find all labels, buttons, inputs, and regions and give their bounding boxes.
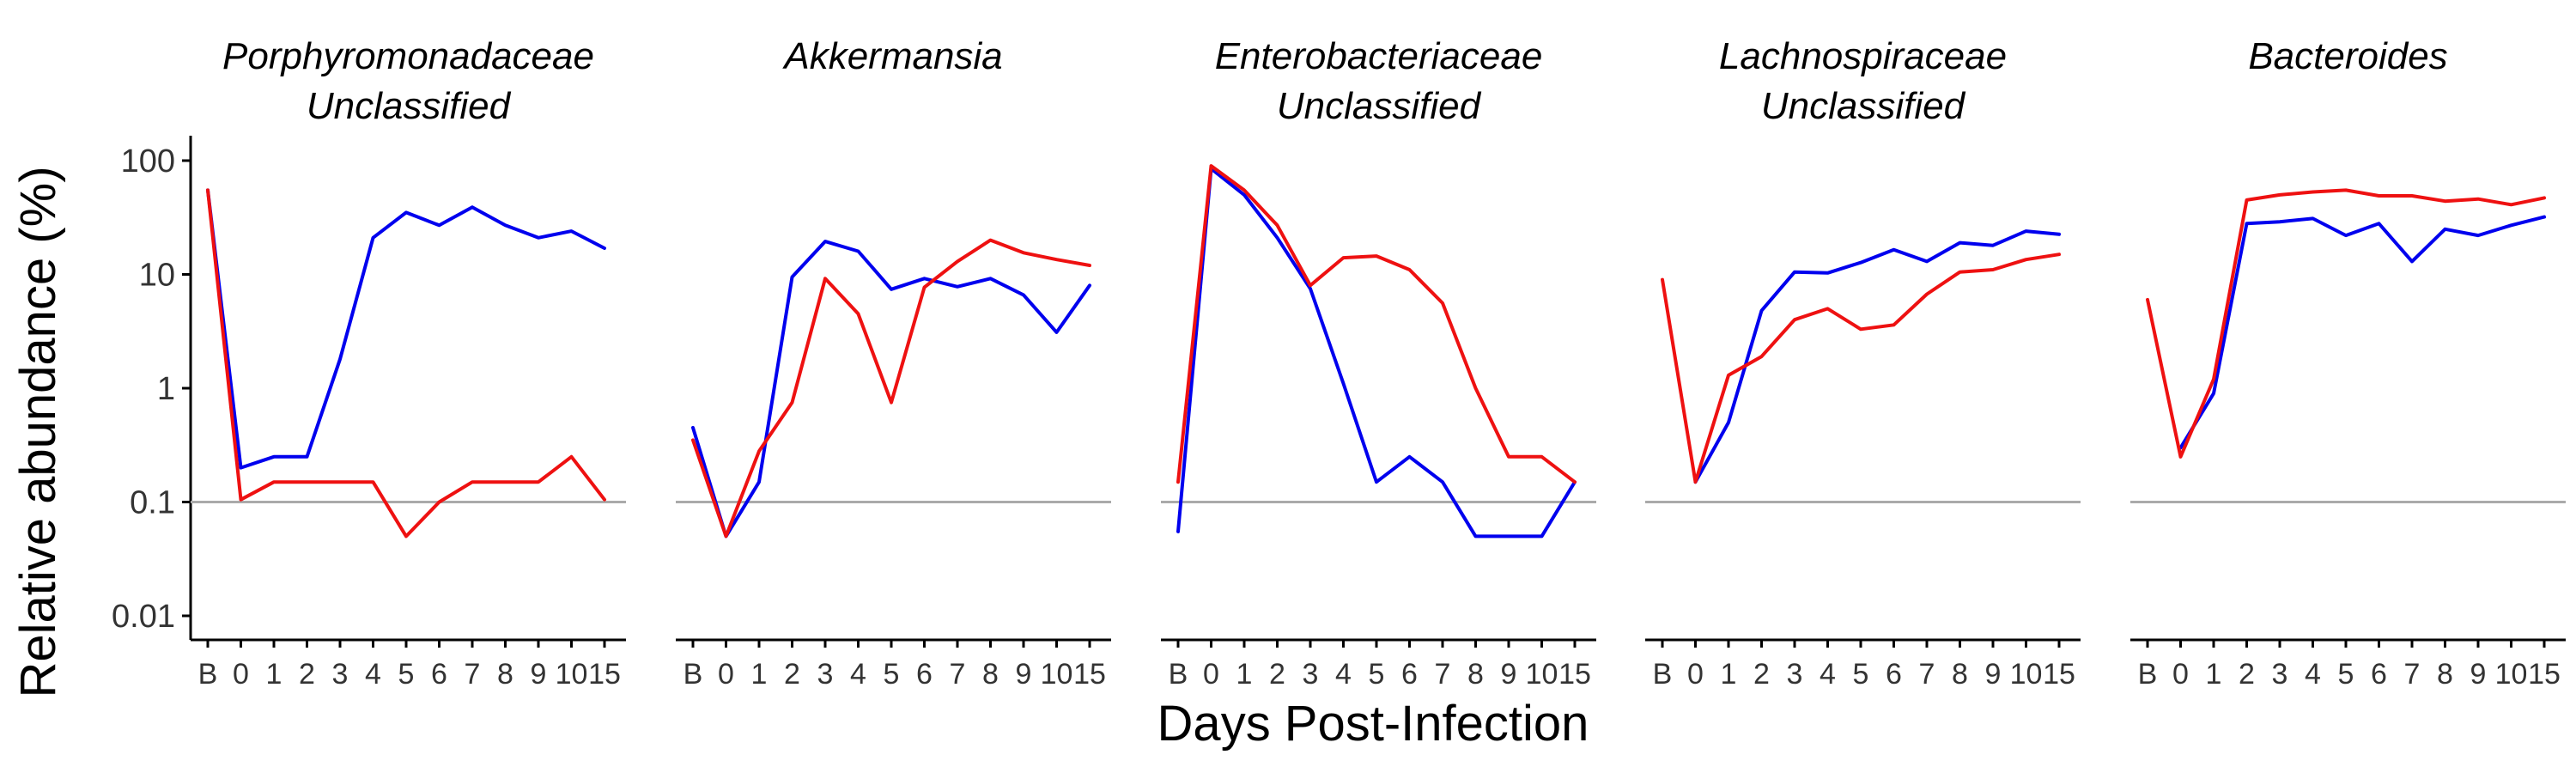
x-tick-label: 0 (1687, 658, 1704, 691)
x-tick-label: 4 (1335, 658, 1352, 691)
series-line-blue (1693, 229, 2061, 484)
y-tick-label: 100 (121, 143, 175, 180)
x-tick-label: 7 (465, 658, 481, 691)
series-line-blue (691, 240, 1091, 539)
x-tick-label: 9 (1016, 658, 1032, 691)
series-line-blue (206, 188, 606, 470)
panel-title: Enterobacteriaceae (1215, 35, 1543, 77)
x-tick-label: 6 (916, 658, 933, 691)
panel-1: Porphyromonadaceae Unclassified B 0 1 2 3 4 5 6 7 8… (191, 35, 626, 691)
y-axis: 100 10 1 0.1 0.01 (112, 136, 192, 640)
x-tick-label: B (683, 658, 703, 691)
x-tick-label: B (1169, 658, 1188, 691)
x-tick-label: 4 (850, 658, 866, 691)
x-tick-label: 5 (398, 658, 415, 691)
x-tick-label: 7 (2404, 658, 2421, 691)
x-tick-label: 3 (332, 658, 349, 691)
x-tick-label: 10 (556, 658, 588, 691)
x-tick-label: 4 (1820, 658, 1836, 691)
x-tick-label: 3 (2272, 658, 2288, 691)
x-tick-label: 2 (1269, 658, 1285, 691)
series-line-blue (2178, 215, 2546, 450)
chart-panels: 1001010.10.01PorphyromonadaceaeUnclassif… (112, 35, 2566, 691)
series-line-red (206, 188, 606, 539)
series-line-red (2146, 188, 2546, 459)
y-tick-label: 1 (157, 371, 175, 407)
x-tick-label: 2 (784, 658, 800, 691)
x-tick-label: 15 (588, 658, 621, 691)
x-tick-label: 8 (1467, 658, 1484, 691)
panel-title: Unclassified (307, 85, 512, 127)
x-tick-label: 0 (1203, 658, 1219, 691)
panel-5: Bacteroides B 0 1 2 3 4 5 6 7 8 9 10 15 (2130, 35, 2566, 691)
x-tick-label: 0 (2172, 658, 2189, 691)
x-tick-label: 6 (1401, 658, 1418, 691)
x-tick-label: 6 (1886, 658, 1902, 691)
panel-title: Lachnospiraceae (1719, 35, 2007, 77)
x-tick-label: 7 (1435, 658, 1451, 691)
x-tick-label: 15 (2528, 658, 2561, 691)
x-tick-label: 10 (2010, 658, 2043, 691)
panel-4: Lachnospiraceae Unclassified B 0 1 2 3 4 5 6 7 8 9 10… (1645, 35, 2081, 691)
panel-3: Enterobacteriaceae Unclassified B 0 1 2 3 4 5 6 7 8… (1161, 35, 1596, 691)
panel-title: Porphyromonadaceae (222, 35, 594, 77)
x-tick-label: 2 (2239, 658, 2255, 691)
x-tick-label: 4 (365, 658, 381, 691)
y-tick-label: 0.01 (112, 599, 175, 635)
x-axis-label: Days Post-Infection (1157, 696, 1589, 752)
panel-title: Bacteroides (2248, 35, 2447, 77)
x-tick-label: 10 (2495, 658, 2528, 691)
x-tick-label: 1 (1721, 658, 1737, 691)
x-tick-label: 7 (950, 658, 966, 691)
x-tick-label: B (198, 658, 218, 691)
x-tick-label: 5 (1369, 658, 1385, 691)
x-tick-label: 6 (2371, 658, 2387, 691)
x-tick-label: 3 (1303, 658, 1319, 691)
x-tick-label: 2 (299, 658, 315, 691)
x-tick-label: 7 (1919, 658, 1935, 691)
x-tick-label: 3 (817, 658, 834, 691)
y-tick-label: 0.1 (130, 485, 175, 521)
x-tick-label: 10 (1526, 658, 1558, 691)
x-tick-label: 4 (2305, 658, 2321, 691)
x-tick-label: 8 (982, 658, 999, 691)
x-tick-label: B (2138, 658, 2158, 691)
x-tick-label: 5 (1853, 658, 1869, 691)
x-tick-label: 15 (1558, 658, 1591, 691)
x-tick-label: 10 (1041, 658, 1073, 691)
x-tick-label: 0 (718, 658, 734, 691)
series-line-red (1661, 253, 2061, 484)
panel-title: Unclassified (1277, 85, 1482, 127)
x-tick-label: 1 (751, 658, 768, 691)
x-tick-label: 8 (497, 658, 513, 691)
series-line-red (691, 238, 1091, 539)
x-tick-label: 5 (2338, 658, 2354, 691)
x-tick-label: 5 (884, 658, 900, 691)
series-line-blue (1176, 167, 1577, 539)
x-tick-label: 15 (1073, 658, 1106, 691)
x-tick-label: 1 (1236, 658, 1253, 691)
x-tick-label: 1 (2206, 658, 2222, 691)
x-tick-label: 9 (1501, 658, 1517, 691)
y-tick-label: 10 (139, 258, 175, 294)
x-tick-label: 1 (266, 658, 283, 691)
x-tick-label: 9 (2470, 658, 2487, 691)
series-line-red (1176, 164, 1577, 484)
x-tick-label: 9 (1985, 658, 2002, 691)
y-axis-label: Relative abundance (%) (10, 166, 66, 697)
x-tick-label: 9 (531, 658, 547, 691)
x-tick-label: 2 (1753, 658, 1770, 691)
panel-title: Akkermansia (781, 35, 1002, 77)
x-tick-label: 3 (1787, 658, 1803, 691)
x-tick-label: 8 (1952, 658, 1968, 691)
panel-2: Akkermansia B 0 1 2 3 4 5 6 7 8 9 10 15 (676, 35, 1111, 691)
x-tick-label: 0 (233, 658, 249, 691)
x-tick-label: B (1653, 658, 1673, 691)
panel-title: Unclassified (1761, 85, 1966, 127)
x-tick-label: 8 (2437, 658, 2453, 691)
x-tick-label: 6 (431, 658, 447, 691)
x-tick-label: 15 (2043, 658, 2075, 691)
